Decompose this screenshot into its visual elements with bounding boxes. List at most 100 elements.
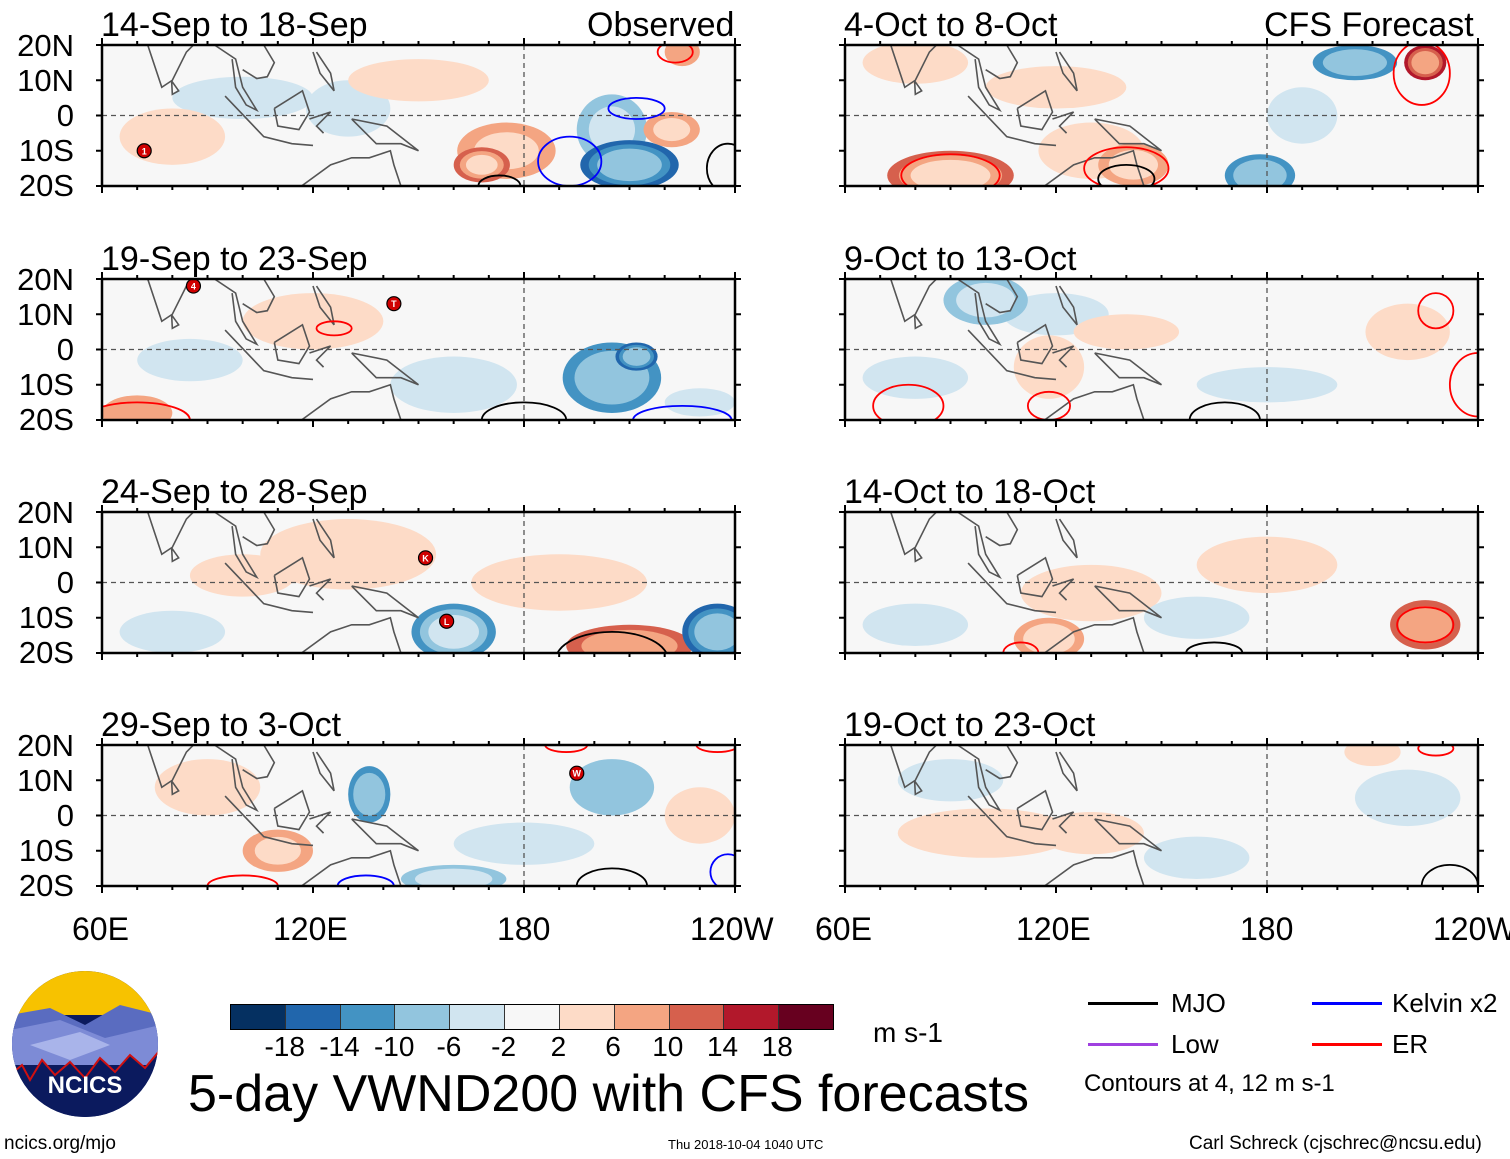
lat-label: 10N bbox=[17, 63, 74, 98]
wind-anomaly-shade bbox=[465, 154, 498, 175]
storm-label: 4 bbox=[191, 282, 196, 292]
coastline bbox=[1055, 751, 1078, 792]
wind-anomaly-shade bbox=[242, 293, 384, 350]
er-contour bbox=[1002, 641, 1040, 653]
wind-anomaly-shade bbox=[353, 772, 386, 816]
kelvin-contour bbox=[709, 853, 735, 886]
lat-label: 0 bbox=[56, 798, 74, 833]
wind-anomaly-shade bbox=[664, 45, 700, 67]
coastline bbox=[214, 512, 259, 580]
main-title: 5-day VWND200 with CFS forecasts bbox=[188, 1065, 1029, 1123]
colorbar-swatch bbox=[285, 1005, 341, 1029]
colorbar-swatch bbox=[559, 1005, 615, 1029]
er-contour bbox=[1026, 390, 1071, 420]
coastline bbox=[889, 45, 938, 89]
lat-label: 0 bbox=[56, 565, 74, 600]
panel-title: 4-Oct to 8-Oct bbox=[844, 6, 1058, 44]
mjo-contour bbox=[1097, 163, 1156, 186]
lat-label: 10S bbox=[18, 367, 74, 402]
colorbar-label: 2 bbox=[550, 1031, 567, 1062]
coastline bbox=[889, 512, 938, 556]
coastline bbox=[273, 789, 311, 831]
colorbar-swatch bbox=[450, 1005, 506, 1029]
er-contour bbox=[315, 320, 353, 337]
storm-label: L bbox=[444, 617, 450, 627]
wind-anomaly-shade bbox=[1344, 745, 1401, 767]
colorbar-label: -18 bbox=[264, 1031, 305, 1062]
tropical-cyclone-icon bbox=[386, 296, 402, 312]
coastline bbox=[273, 89, 311, 131]
kelvin-contour bbox=[607, 96, 666, 120]
coastline bbox=[170, 547, 180, 563]
panel-title: 19-Sep to 23-Sep bbox=[101, 240, 368, 278]
mjo-contour bbox=[1188, 401, 1261, 420]
colorbar-label: -2 bbox=[491, 1031, 517, 1062]
coastline bbox=[300, 383, 402, 420]
lon-label: 60E bbox=[815, 911, 872, 947]
storm-label: T bbox=[391, 299, 397, 309]
coastline bbox=[351, 118, 419, 152]
coastline bbox=[1055, 285, 1078, 326]
er-contour bbox=[544, 745, 589, 753]
er-contour bbox=[206, 874, 279, 886]
coastline bbox=[300, 849, 402, 886]
storm-label: W bbox=[573, 769, 582, 779]
coastline bbox=[985, 745, 1019, 780]
panel-title: 24-Sep to 28-Sep bbox=[101, 473, 368, 511]
coastline bbox=[1016, 556, 1054, 598]
wind-anomaly-shade bbox=[569, 759, 655, 816]
lon-label: 60E bbox=[72, 911, 129, 947]
wind-anomaly-shade bbox=[1196, 367, 1338, 403]
legend-kelvin-label: Kelvin x2 bbox=[1392, 988, 1498, 1018]
wind-anomaly-shade bbox=[1322, 49, 1387, 77]
coastline bbox=[957, 279, 1002, 347]
wind-anomaly-shade bbox=[1073, 314, 1180, 350]
coastline bbox=[146, 745, 195, 789]
legend-low-line bbox=[1088, 1043, 1158, 1046]
wind-anomaly-shade bbox=[1020, 564, 1162, 622]
wind-anomaly-shade bbox=[254, 836, 301, 865]
mjo-contour bbox=[477, 174, 522, 186]
coastline bbox=[913, 314, 923, 330]
lon-label: 180 bbox=[1240, 911, 1294, 947]
map-panel: 4T bbox=[96, 272, 741, 427]
wind-anomaly-shade bbox=[137, 338, 243, 382]
coastline bbox=[889, 745, 938, 789]
lat-label: 0 bbox=[56, 332, 74, 367]
wind-anomaly-shade bbox=[471, 554, 648, 611]
storm-label: 1 bbox=[142, 146, 147, 156]
map-panel: KL bbox=[96, 505, 741, 660]
wind-anomaly-shade bbox=[985, 66, 1127, 109]
colorbar-swatch bbox=[231, 1005, 286, 1029]
storm-label: K bbox=[422, 553, 429, 563]
colorbar-label: 14 bbox=[706, 1031, 739, 1062]
wind-anomaly-shade bbox=[897, 759, 1004, 802]
legend-er-line bbox=[1312, 1043, 1382, 1046]
wind-anomaly-shade bbox=[956, 282, 1016, 318]
coastline bbox=[224, 329, 314, 381]
coastline bbox=[224, 795, 314, 847]
wind-anomaly-shade bbox=[1013, 335, 1085, 399]
colorbar bbox=[230, 1004, 834, 1030]
coastline bbox=[913, 780, 923, 796]
footer-author: Carl Schreck (cjschrec@ncsu.edu) bbox=[1189, 1133, 1482, 1154]
colorbar-units: m s-1 bbox=[873, 1017, 943, 1048]
mjo-contour bbox=[705, 142, 735, 186]
colorbar-label: -10 bbox=[373, 1031, 415, 1062]
wind-anomaly-shade bbox=[597, 148, 662, 182]
map-panel bbox=[839, 738, 1484, 893]
wind-anomaly-shade bbox=[581, 629, 678, 653]
colorbar-label: 18 bbox=[761, 1031, 793, 1062]
panel-title: 14-Oct to 18-Oct bbox=[844, 473, 1096, 511]
wind-anomaly-shade bbox=[862, 356, 969, 399]
wind-anomaly-shade bbox=[102, 395, 173, 420]
coastline bbox=[889, 279, 938, 323]
lon-label: 120E bbox=[1016, 911, 1091, 947]
colorbar-swatch bbox=[669, 1005, 725, 1029]
kelvin-contour bbox=[632, 405, 733, 420]
coastline bbox=[1043, 383, 1145, 420]
wind-anomaly-shade bbox=[189, 554, 296, 597]
logo-text: NCICS bbox=[48, 1072, 123, 1099]
coastline bbox=[300, 149, 402, 186]
footer-url[interactable]: ncics.org/mjo bbox=[4, 1133, 116, 1154]
